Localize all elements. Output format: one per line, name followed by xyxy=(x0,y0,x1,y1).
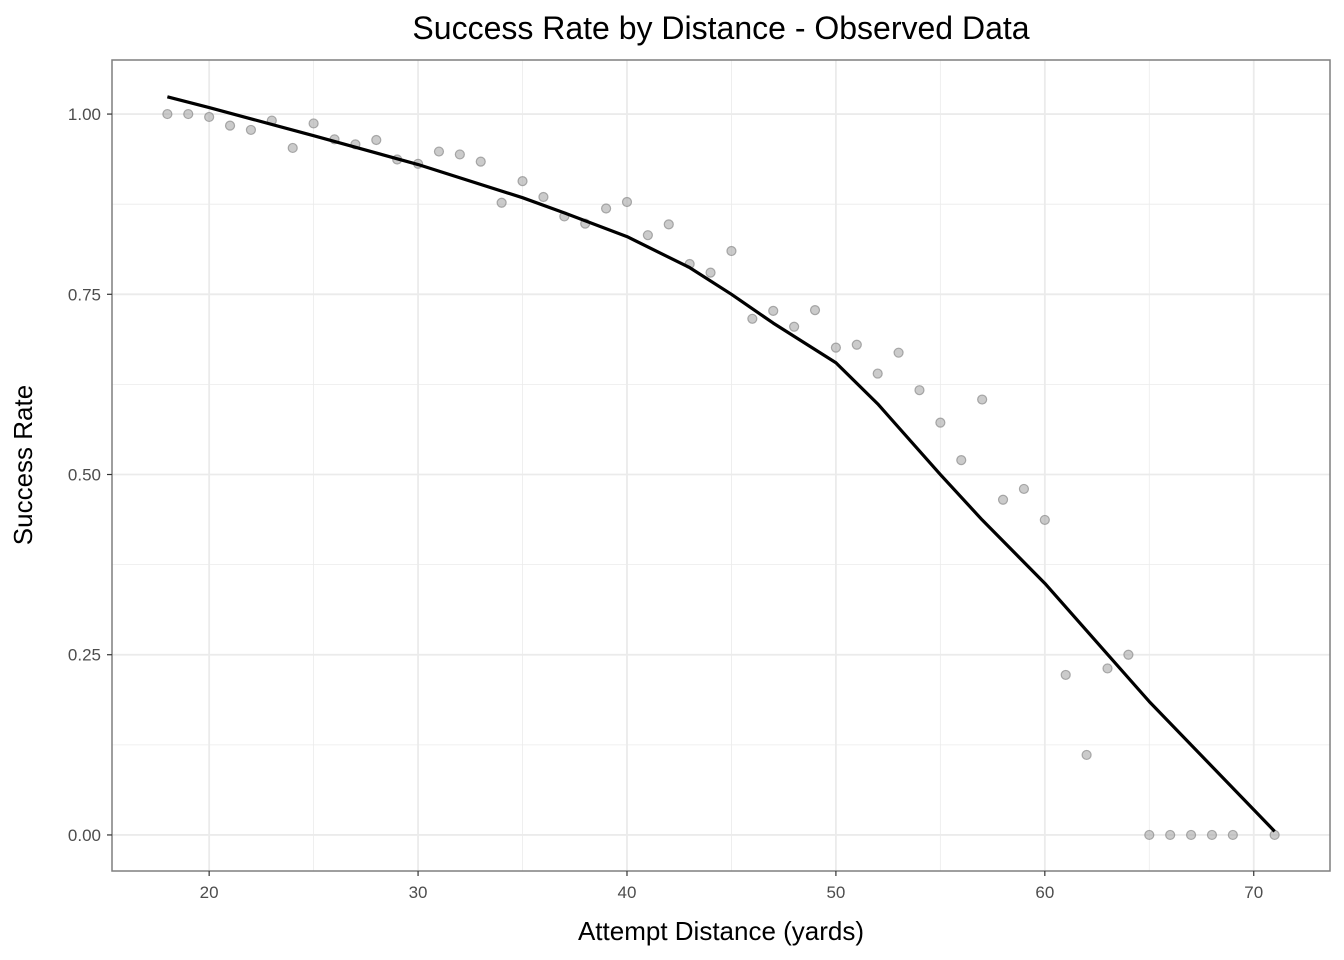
y-tick-label: 0.00 xyxy=(68,826,101,845)
major-gridlines xyxy=(112,60,1330,871)
data-point xyxy=(475,156,486,167)
data-point xyxy=(1165,829,1176,841)
data-point xyxy=(1185,829,1197,841)
data-point xyxy=(1144,829,1155,841)
data-point xyxy=(789,321,800,332)
y-tick-label: 0.25 xyxy=(68,646,101,665)
y-axis-title: Success Rate xyxy=(8,385,38,545)
data-point xyxy=(893,347,904,358)
data-point xyxy=(914,385,925,396)
data-point xyxy=(1269,829,1280,841)
data-point xyxy=(1102,663,1113,674)
data-point xyxy=(935,417,946,428)
data-point xyxy=(1039,514,1050,526)
data-point xyxy=(183,108,194,120)
data-point xyxy=(287,142,298,154)
x-tick-label: 30 xyxy=(409,883,428,902)
x-tick-label: 20 xyxy=(200,883,219,902)
x-tick-label: 60 xyxy=(1035,883,1054,902)
data-point xyxy=(496,197,507,208)
chart-title: Success Rate by Distance - Observed Data xyxy=(412,10,1029,46)
y-axis-ticks: 0.00 0.25 0.50 0.75 1.00 xyxy=(68,105,112,845)
y-tick-label: 0.50 xyxy=(68,466,101,485)
data-point xyxy=(1227,829,1238,841)
data-point xyxy=(245,124,257,136)
data-point xyxy=(956,454,967,466)
data-point xyxy=(1060,669,1071,681)
y-tick-label: 0.75 xyxy=(68,285,101,304)
data-point xyxy=(1123,649,1134,660)
data-point xyxy=(538,191,549,203)
data-point xyxy=(600,203,612,214)
data-point xyxy=(809,305,821,316)
data-point xyxy=(517,176,528,187)
data-point xyxy=(1206,829,1218,841)
data-point xyxy=(747,313,758,324)
minor-gridlines xyxy=(112,60,1330,871)
data-point xyxy=(1081,749,1092,761)
data-point xyxy=(204,111,215,123)
data-point xyxy=(872,368,883,379)
x-tick-label: 50 xyxy=(826,883,845,902)
data-point xyxy=(830,342,842,353)
plot-panel xyxy=(112,60,1330,871)
data-point xyxy=(433,146,445,157)
plot-border xyxy=(111,59,1331,872)
data-point xyxy=(1018,483,1030,495)
y-tick-label: 1.00 xyxy=(68,105,101,124)
fit-line-group xyxy=(166,95,1276,833)
data-point xyxy=(224,120,236,131)
data-point xyxy=(705,267,716,278)
data-point xyxy=(663,219,674,230)
x-tick-label: 40 xyxy=(618,883,637,902)
data-point xyxy=(454,149,465,160)
data-points xyxy=(162,108,1280,841)
x-tick-label: 70 xyxy=(1244,883,1263,902)
data-point xyxy=(726,245,737,257)
x-axis-title: Attempt Distance (yards) xyxy=(578,916,864,946)
data-point xyxy=(768,305,779,316)
data-point xyxy=(642,230,653,241)
fit-line xyxy=(166,95,1276,833)
data-point xyxy=(621,196,633,208)
data-point xyxy=(851,339,862,350)
data-point xyxy=(371,134,382,146)
data-point xyxy=(997,494,1009,505)
x-axis-ticks: 20 30 40 50 60 70 xyxy=(200,871,1263,902)
data-point xyxy=(977,394,988,405)
data-point xyxy=(308,118,319,129)
data-point xyxy=(162,108,173,120)
